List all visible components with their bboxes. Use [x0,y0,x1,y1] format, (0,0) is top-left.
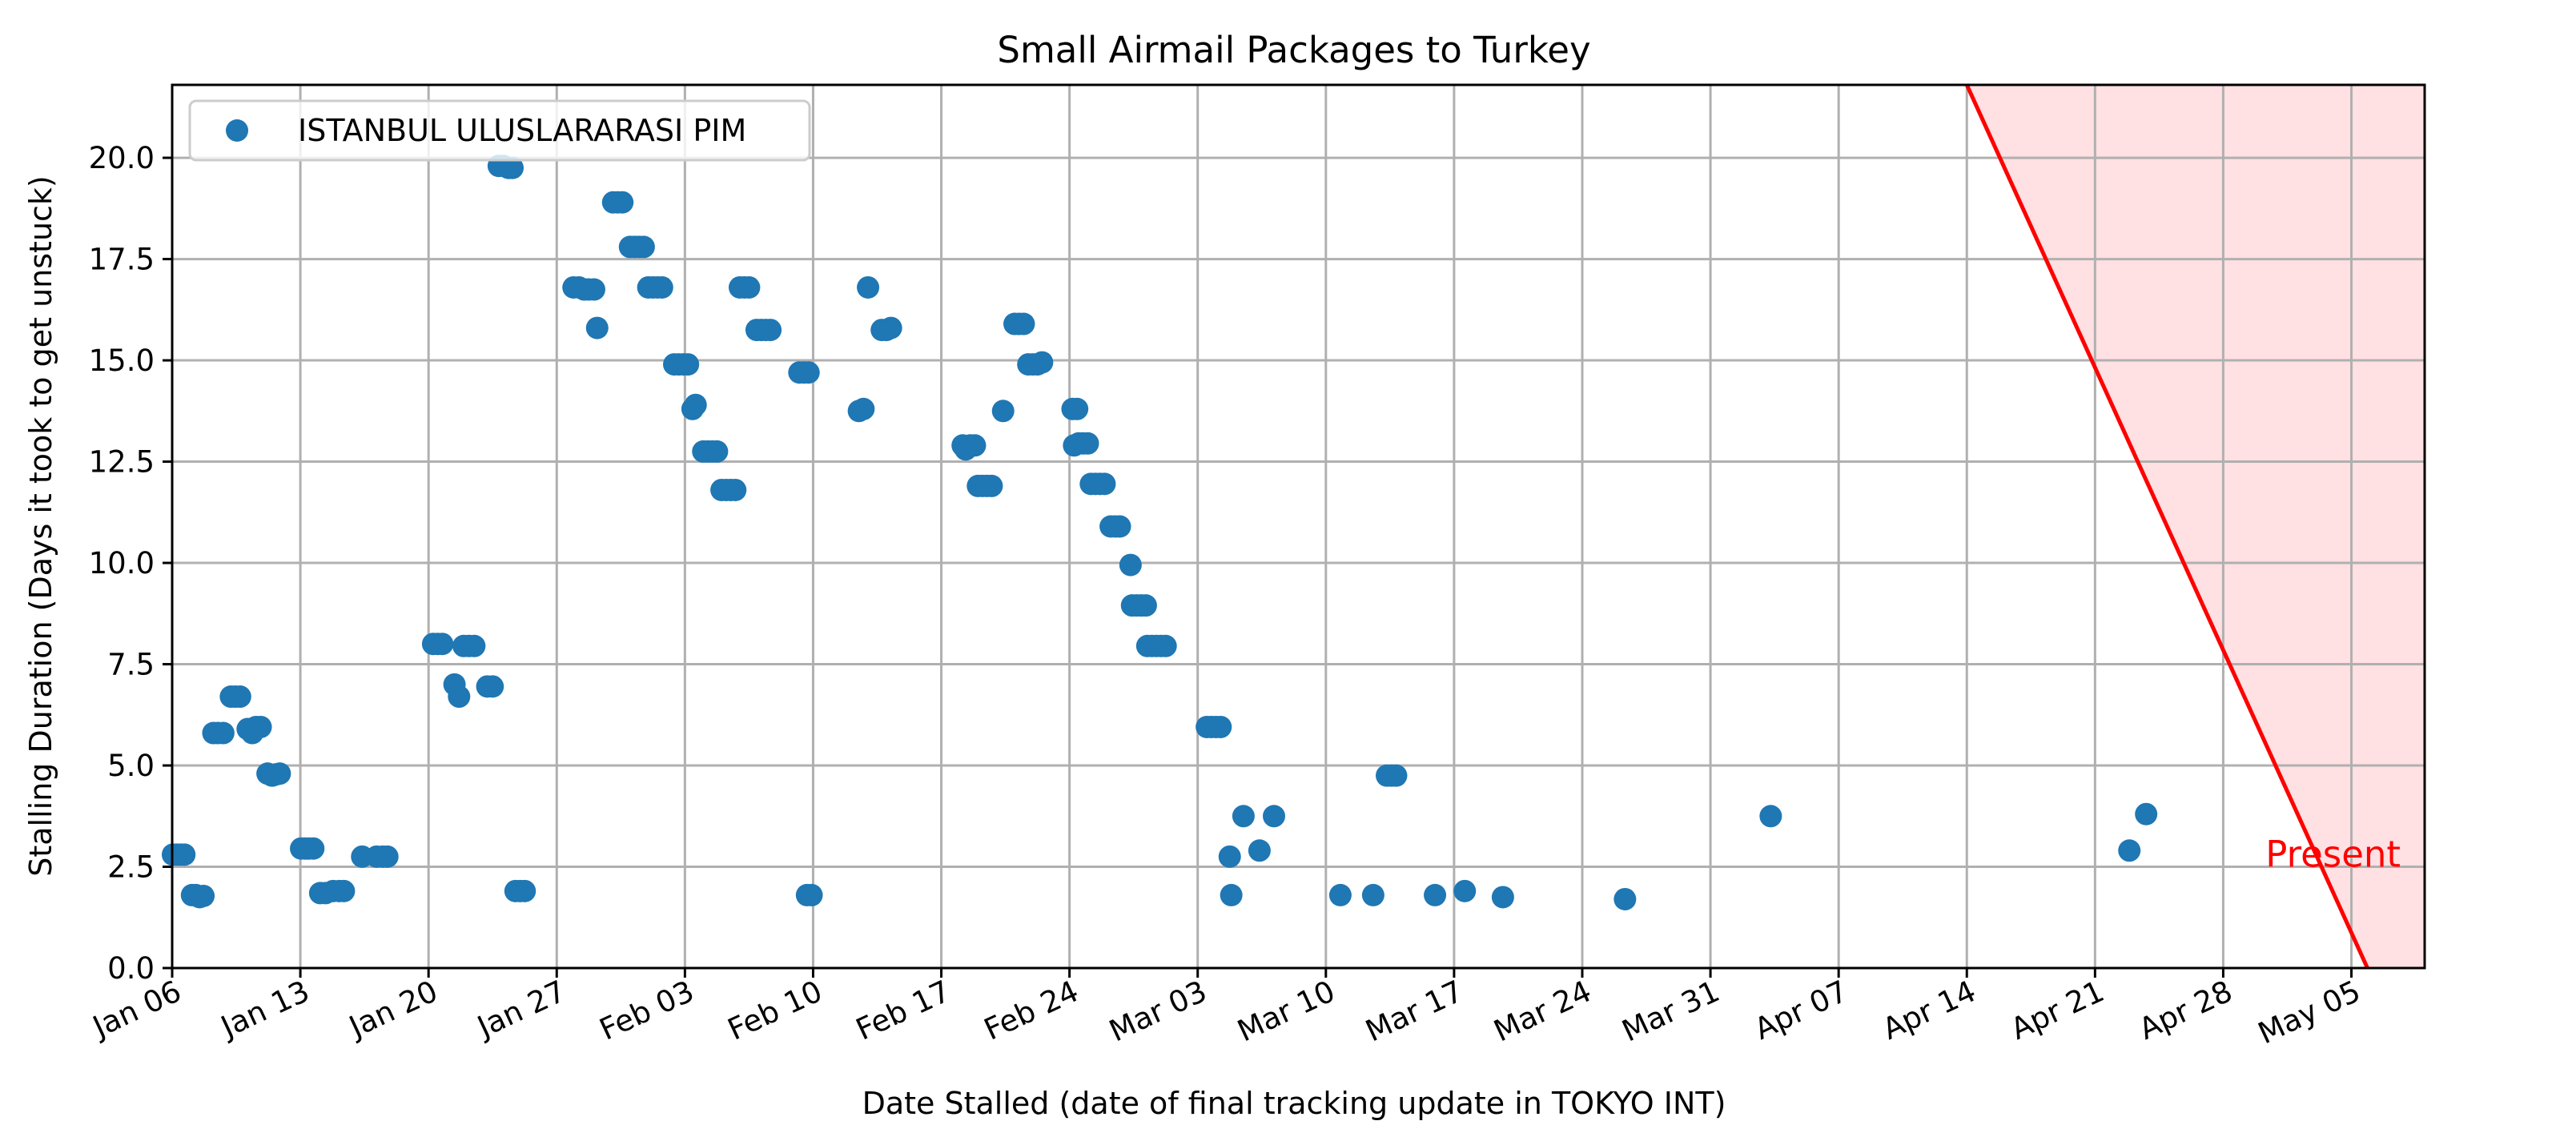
data-point [2135,802,2158,826]
data-point [268,762,291,785]
data-point [797,361,820,384]
data-point [737,275,761,299]
data-point [1614,887,1637,910]
legend-label: ISTANBUL ULUSLARARASI PIM [298,113,746,148]
data-point [684,393,707,416]
present-region-layer [1967,85,2425,968]
data-point [677,353,700,376]
data-point [582,278,605,301]
data-point [980,474,1003,497]
legend-box [188,99,811,162]
y-tick-labels: 0.0 2.5 5.0 7.5 10.0 12.5 15.0 17.5 20.0 [89,141,155,986]
data-point [481,675,504,698]
legend-marker [226,119,248,142]
data-point [724,478,747,501]
data-point [857,275,880,299]
data-point [1066,397,1089,420]
data-points [161,155,2158,910]
data-point [852,397,875,420]
data-point [611,191,634,214]
y-tick-label: 15.0 [89,344,155,378]
y-tick-label: 12.5 [89,445,155,480]
data-point [1491,886,1514,909]
y-tick-label: 17.5 [89,243,155,277]
data-point [1328,883,1352,906]
data-point [1232,805,1255,828]
data-point [1218,845,1241,868]
legend: ISTANBUL ULUSLARARASI PIM [188,99,811,162]
chart-title: Small Airmail Packages to Turkey [997,29,1590,71]
y-tick-label: 7.5 [107,648,155,682]
data-point [1031,351,1054,374]
x-axis-label: Date Stalled (date of final tracking upd… [862,1086,1726,1121]
data-point [879,316,902,339]
data-point [1759,805,1782,828]
y-tick-label: 5.0 [107,749,155,783]
y-tick-label: 20.0 [89,141,155,175]
plot-frame [171,83,2426,970]
y-axis-label: Stalling Duration (Days it took to get u… [23,175,58,877]
data-point [585,316,609,339]
data-point [632,235,655,259]
data-point [1220,883,1243,906]
data-point [1384,764,1408,787]
data-point [1361,883,1384,906]
data-point [1093,472,1116,496]
data-point [1119,553,1142,577]
data-point [1108,515,1131,538]
data-point [211,721,235,745]
data-point [705,440,729,463]
data-point [1209,715,1232,738]
data-point [173,843,196,866]
y-tick-label: 0.0 [107,951,155,986]
present-line [1964,83,2369,970]
data-point [2118,839,2141,862]
data-point [332,879,356,902]
y-tick-label: 2.5 [107,850,155,885]
data-point [463,634,486,657]
data-point [1453,879,1477,902]
data-point [513,879,536,902]
data-point [376,845,399,868]
data-point [1012,312,1035,335]
data-point [431,633,454,656]
data-point [991,400,1015,423]
y-tick-label: 10.0 [89,546,155,581]
data-point [1248,839,1271,862]
data-point [249,715,272,738]
data-point [1424,883,1447,906]
data-point [1134,594,1157,617]
data-point [302,837,325,860]
data-point [1263,805,1286,828]
data-point [650,275,673,299]
data-point [759,319,782,342]
data-point [963,434,987,457]
data-point [192,884,215,907]
data-point [228,685,251,709]
data-point [1154,634,1177,657]
data-point [448,685,471,709]
present-line-layer [1964,83,2369,970]
present-region-fill [1967,85,2425,968]
axes [163,83,2426,978]
present-label: Present [2265,834,2401,876]
data-point [800,883,823,906]
data-point [500,156,524,179]
data-point [1076,432,1099,455]
